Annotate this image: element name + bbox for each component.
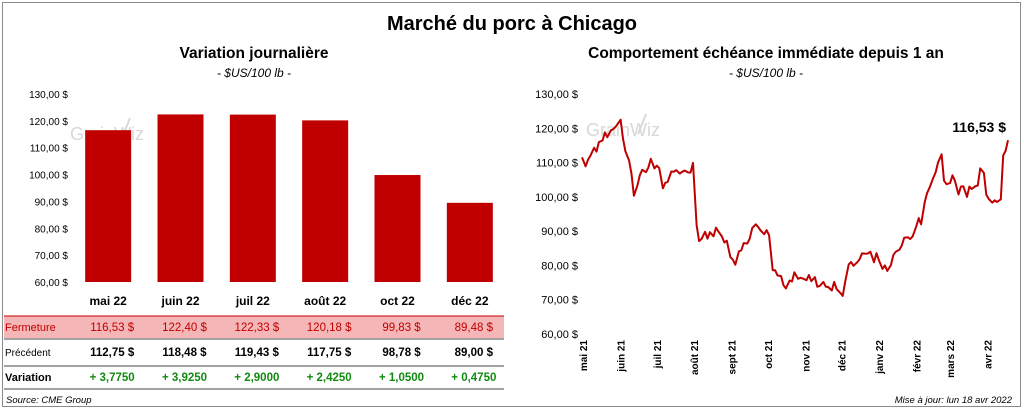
bar-y-tick-label: 130,00 $: [29, 90, 68, 101]
bar-5: [446, 202, 493, 282]
line-x-tick-label: oct 21: [764, 340, 775, 369]
update-note: Mise à jour: lun 18 avr 2022: [894, 395, 1012, 406]
category-label: juin 22: [160, 294, 199, 308]
last-value-label: 116,53 $: [952, 119, 1006, 135]
table-cell: 89,00 $: [455, 347, 494, 359]
line-x-tick-label: juin 21: [617, 340, 628, 373]
table-cell: 117,75 $: [307, 347, 352, 359]
bar-y-tick-label: 90,00 $: [35, 197, 69, 208]
table-cell: 122,33 $: [234, 322, 279, 334]
table-cell: 98,78 $: [382, 347, 421, 359]
category-label: août 22: [304, 294, 346, 308]
line-x-tick-label: févr 22: [912, 340, 923, 373]
table-cell: + 3,7750: [90, 372, 135, 384]
table-cell: + 1,0500: [379, 372, 424, 384]
bar-chart-title: Variation journalière: [179, 45, 329, 62]
table-cell: + 2,4250: [307, 372, 352, 384]
bar-4: [374, 175, 421, 282]
bar-y-tick-label: 60,00 $: [35, 278, 69, 289]
category-label: mai 22: [89, 294, 127, 308]
bar-2: [229, 114, 276, 282]
line-x-tick-label: déc 21: [837, 340, 848, 372]
table-row-label: Variation: [5, 372, 52, 384]
table-cell: + 2,9000: [234, 372, 279, 384]
bar-y-tick-label: 70,00 $: [35, 251, 69, 262]
bar-y-tick-label: 80,00 $: [35, 224, 69, 235]
table-cell: 120,18 $: [307, 322, 352, 334]
table-cell: 119,43 $: [235, 347, 280, 359]
table-cell: 116,53 $: [90, 322, 135, 334]
bar-3: [302, 120, 349, 282]
bar-y-tick-label: 110,00 $: [30, 144, 69, 155]
table-cell: 99,83 $: [382, 322, 421, 334]
line-y-tick-label: 120,00 $: [535, 123, 578, 135]
line-y-tick-label: 80,00 $: [541, 260, 578, 272]
line-x-tick-label: mai 21: [579, 340, 590, 372]
bar-1: [157, 114, 204, 282]
category-label: juil 22: [235, 294, 270, 308]
line-chart: 60,00 $ 70,00 $ 80,00 $ 90,00 $ 100,00 $ 110,…: [535, 89, 1009, 378]
line-x-tick-label: juil 21: [653, 340, 664, 370]
line-y-tick-label: 60,00 $: [541, 329, 578, 341]
table-cell: 122,40 $: [162, 322, 207, 334]
line-x-tick-label: août 21: [690, 340, 701, 375]
bar-chart: 60,00 $ 70,00 $ 80,00 $ 90,00 $ 100,00 $ 110,…: [4, 90, 504, 390]
line-y-tick-label: 110,00 $: [536, 158, 578, 170]
table-cell: + 3,9250: [162, 372, 207, 384]
table-row-label: Fermeture: [5, 322, 56, 334]
line-x-tick-label: nov 21: [801, 340, 812, 372]
bar-y-tick-label: 100,00 $: [29, 171, 68, 182]
bar-0: [85, 130, 132, 282]
line-x-tick-label: mars 22: [946, 340, 957, 378]
table-cell: 112,75 $: [90, 347, 135, 359]
price-line: [581, 118, 1009, 297]
bar-chart-unit: - $US/100 lb -: [216, 66, 292, 80]
line-y-tick-label: 100,00 $: [535, 192, 578, 204]
category-label: déc 22: [451, 294, 489, 308]
table-cell: 89,48 $: [455, 322, 494, 334]
page-title: Marché du porc à Chicago: [386, 13, 638, 35]
line-chart-title: Comportement échéance immédiate depuis 1…: [588, 45, 944, 62]
line-y-tick-label: 130,00 $: [535, 89, 578, 101]
line-x-tick-label: janv 22: [875, 340, 886, 375]
source-note: Source: CME Group: [6, 395, 92, 406]
bar-y-tick-label: 120,00 $: [29, 117, 68, 128]
line-chart-unit: - $US/100 lb -: [728, 66, 804, 80]
table-cell: 118,48 $: [162, 347, 207, 359]
watermark-mark: [637, 113, 647, 135]
line-x-tick-label: sept 21: [728, 340, 739, 375]
table-cell: + 0,4750: [451, 372, 496, 384]
table-row-label: Précédent: [5, 348, 51, 359]
category-label: oct 22: [380, 294, 415, 308]
line-y-tick-label: 90,00 $: [541, 226, 578, 238]
line-x-tick-label: avr 22: [983, 340, 994, 369]
fermeture-row-bg: [4, 316, 504, 338]
line-y-tick-label: 70,00 $: [541, 295, 578, 307]
